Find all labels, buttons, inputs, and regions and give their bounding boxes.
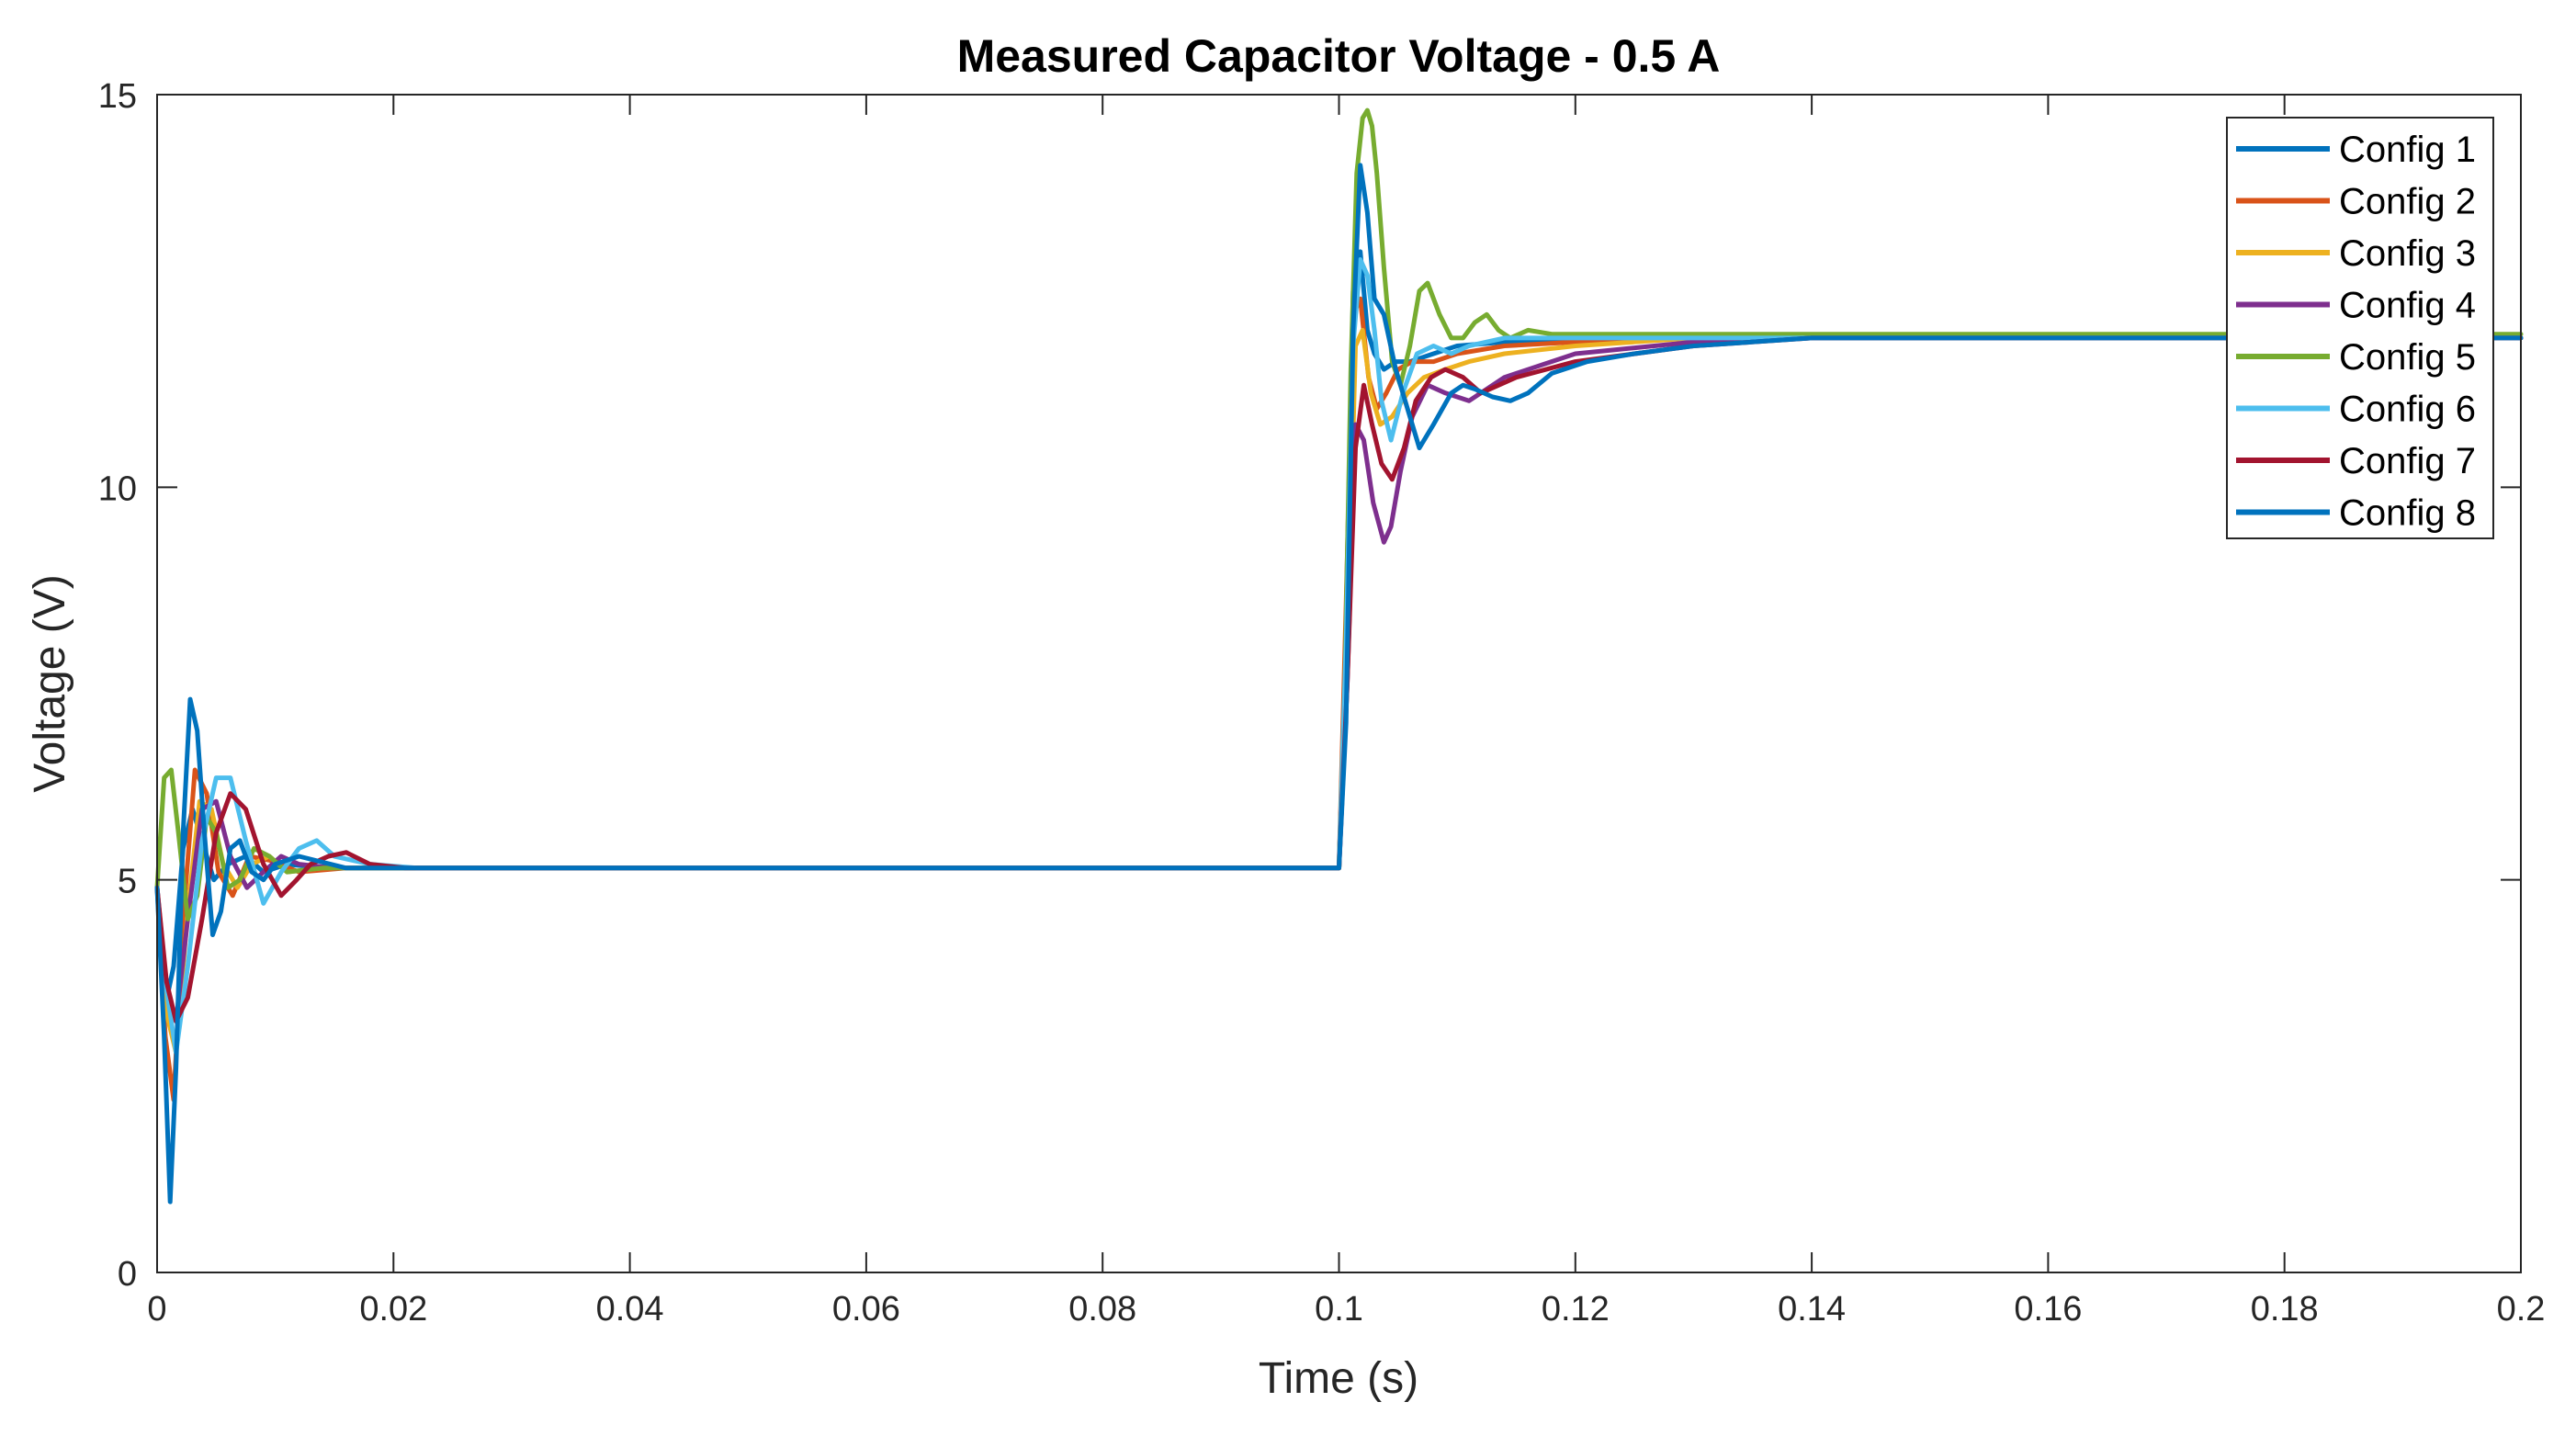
y-tick-label: 0 (118, 1255, 137, 1294)
y-tick-label: 5 (118, 863, 137, 901)
y-tick-label: 10 (98, 469, 137, 508)
legend-label-2: Config 2 (2339, 182, 2476, 222)
chart-title: Measured Capacitor Voltage - 0.5 A (957, 30, 1721, 82)
legend-label-1: Config 1 (2339, 130, 2476, 170)
x-tick-label: 0.16 (2014, 1290, 2082, 1329)
y-axis-label: Voltage (V) (26, 574, 74, 792)
x-tick-label: 0.12 (1542, 1290, 1610, 1329)
legend-label-3: Config 3 (2339, 233, 2476, 274)
x-tick-label: 0.1 (1315, 1290, 1363, 1329)
legend-box (2226, 117, 2494, 539)
series-line-8 (154, 163, 2524, 1204)
series-line-5 (154, 107, 2524, 922)
x-tick-label: 0.04 (596, 1290, 664, 1329)
x-tick-label: 0.2 (2497, 1290, 2546, 1329)
legend-label-7: Config 7 (2339, 441, 2476, 481)
x-tick-label: 0.02 (359, 1290, 427, 1329)
x-ticks: 0 0.02 0.04 0.06 0.08 0.1 0.12 0.14 0.16 0.18 0.2 (147, 95, 2545, 1329)
legend-label-5: Config 5 (2339, 337, 2476, 378)
x-tick-label: 0.18 (2251, 1290, 2319, 1329)
y-tick-label: 15 (98, 77, 137, 116)
x-tick-label: 0.06 (832, 1290, 900, 1329)
x-tick-label: 0.08 (1068, 1290, 1136, 1329)
legend-label-8: Config 8 (2339, 493, 2476, 534)
plot-area (157, 95, 2521, 1272)
x-axis-label: Time (s) (1259, 1354, 1418, 1403)
x-tick-label: 0 (147, 1290, 166, 1329)
x-tick-label: 0.14 (1778, 1290, 1846, 1329)
legend: Config 1 Config 2 Config 3 Config 4 Config 5… (2226, 117, 2494, 539)
legend-label-6: Config 6 (2339, 390, 2476, 430)
y-ticks: 0 5 10 15 (98, 77, 2521, 1294)
series-group (154, 107, 2524, 1204)
legend-label-4: Config 4 (2339, 286, 2476, 326)
